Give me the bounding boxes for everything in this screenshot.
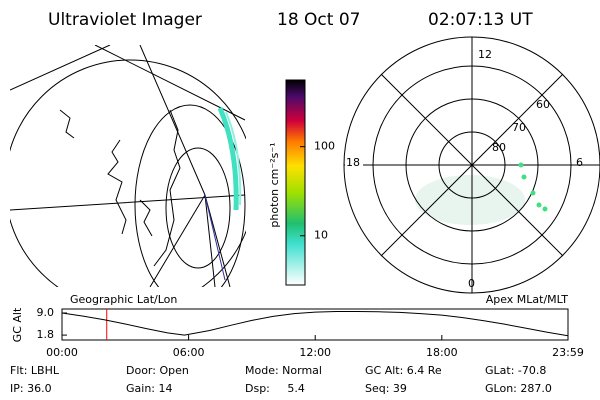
info-field: Flt: LBHL xyxy=(10,364,60,377)
mlt-label: 0 xyxy=(468,277,475,290)
x-tick-label: 00:00 xyxy=(46,346,78,359)
x-tick-label: 12:00 xyxy=(299,346,331,359)
altitude-line xyxy=(61,311,569,337)
colorbar-tick-label: 10 xyxy=(314,229,328,242)
colorbar-tick-label: 100 xyxy=(314,140,335,153)
x-tick-label: 18:00 xyxy=(426,346,458,359)
info-field: GLon: 287.0 xyxy=(485,382,552,395)
info-field: IP: 36.0 xyxy=(10,382,52,395)
info-field: Dsp: 5.4 xyxy=(245,382,305,395)
x-tick-label: 06:00 xyxy=(173,346,205,359)
polar-plot xyxy=(343,36,600,294)
colorbar xyxy=(285,79,306,286)
title: Ultraviolet Imager xyxy=(48,10,202,30)
mlat-label: 60 xyxy=(536,98,550,111)
x-tick-label: 23:59 xyxy=(552,346,584,359)
time: 02:07:13 UT xyxy=(428,10,533,30)
geographic-map xyxy=(10,45,246,287)
info-field: GC Alt: 6.4 Re xyxy=(365,364,442,377)
date: 18 Oct 07 xyxy=(277,10,360,30)
info-field: Door: Open xyxy=(126,364,189,377)
y-tick-label: 1.8 xyxy=(37,328,55,341)
info-field: Mode: Normal xyxy=(245,364,322,377)
mlt-label: 12 xyxy=(478,48,492,61)
info-field: Gain: 14 xyxy=(126,382,173,395)
info-field: Seq: 39 xyxy=(365,382,407,395)
panel-label: Geographic Lat/Lon xyxy=(70,293,177,306)
mlt-label: 18 xyxy=(346,156,360,169)
panel-label: Apex MLat/MLT xyxy=(486,293,569,306)
y-tick-label: 9.0 xyxy=(37,306,55,319)
mlt-label: 6 xyxy=(576,156,583,169)
mlat-label: 70 xyxy=(512,121,526,134)
info-field: GLat: -70.8 xyxy=(485,364,546,377)
y-axis-label: GC Alt xyxy=(11,307,24,342)
colorbar-label: photon cm⁻²s⁻¹ xyxy=(268,142,281,227)
mlat-label: 80 xyxy=(492,141,506,154)
